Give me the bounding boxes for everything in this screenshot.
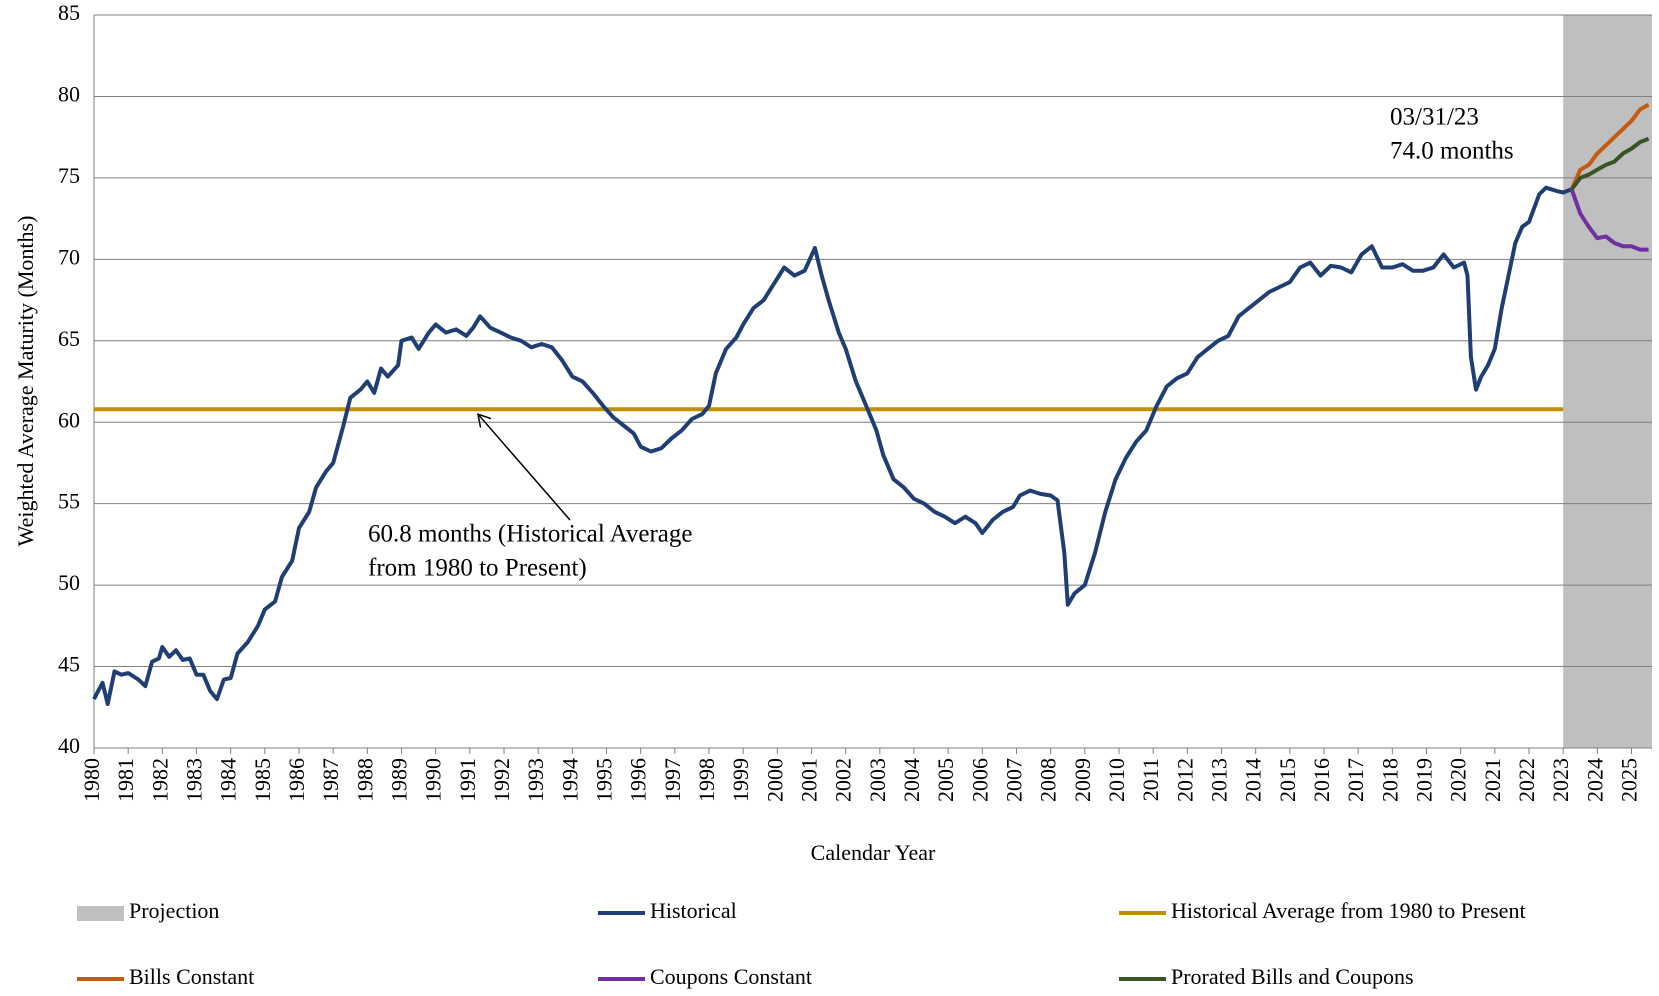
x-tick-label: 1980 bbox=[79, 758, 104, 802]
y-tick-label: 80 bbox=[58, 81, 80, 106]
y-axis-title: Weighted Average Maturity (Months) bbox=[13, 216, 38, 547]
legend-label: Historical bbox=[650, 898, 737, 923]
x-tick-label: 2002 bbox=[831, 758, 856, 802]
y-tick-label: 70 bbox=[58, 244, 80, 269]
annotation-text: 03/31/23 bbox=[1390, 104, 1479, 131]
x-tick-label: 2010 bbox=[1104, 758, 1129, 802]
legend-label: Projection bbox=[129, 898, 219, 923]
y-tick-label: 85 bbox=[58, 0, 80, 25]
x-tick-label: 2017 bbox=[1343, 758, 1368, 802]
projection-band bbox=[1563, 15, 1652, 748]
y-tick-label: 45 bbox=[58, 652, 80, 677]
x-tick-label: 2022 bbox=[1514, 758, 1539, 802]
x-tick-label: 1982 bbox=[147, 758, 172, 802]
x-tick-label: 2000 bbox=[762, 758, 787, 802]
x-tick-label: 1990 bbox=[421, 758, 446, 802]
x-tick-label: 1996 bbox=[626, 758, 651, 802]
annotation-text: 60.8 months (Historical Average bbox=[368, 521, 692, 548]
x-tick-label: 1984 bbox=[216, 758, 241, 802]
series-line bbox=[1569, 188, 1649, 252]
x-tick-label: 2024 bbox=[1582, 758, 1607, 802]
x-tick-label: 1995 bbox=[592, 758, 617, 802]
x-tick-label: 2006 bbox=[967, 758, 992, 802]
legend-label: Historical Average from 1980 to Present bbox=[1171, 898, 1526, 923]
x-tick-label: 1985 bbox=[250, 758, 275, 802]
annotation-arrow bbox=[478, 414, 571, 521]
series-line bbox=[1570, 136, 1650, 191]
x-tick-label: 1993 bbox=[523, 758, 548, 802]
y-tick-label: 50 bbox=[58, 570, 80, 595]
legend-label: Bills Constant bbox=[129, 964, 254, 989]
x-tick-label: 2025 bbox=[1617, 758, 1642, 802]
series-line bbox=[92, 185, 1573, 706]
x-tick-label: 1991 bbox=[455, 758, 480, 802]
x-tick-label: 2016 bbox=[1309, 758, 1334, 802]
x-tick-label: 1989 bbox=[387, 758, 412, 802]
x-tick-label: 2023 bbox=[1548, 758, 1573, 802]
x-tick-label: 2004 bbox=[899, 758, 924, 802]
x-tick-label: 2019 bbox=[1412, 758, 1437, 802]
x-tick-label: 1987 bbox=[318, 758, 343, 802]
x-tick-label: 1986 bbox=[284, 758, 309, 802]
x-tick-label: 2008 bbox=[1036, 758, 1061, 802]
y-tick-label: 40 bbox=[58, 733, 80, 758]
legend-label: Coupons Constant bbox=[650, 964, 812, 989]
x-tick-label: 1981 bbox=[113, 758, 138, 802]
x-tick-label: 1998 bbox=[694, 758, 719, 802]
x-tick-label: 2005 bbox=[933, 758, 958, 802]
x-axis-title: Calendar Year bbox=[811, 840, 936, 865]
legend-label: Prorated Bills and Coupons bbox=[1171, 964, 1414, 989]
x-tick-label: 2021 bbox=[1480, 758, 1505, 802]
x-tick-label: 2007 bbox=[1002, 758, 1027, 802]
x-tick-label: 1988 bbox=[352, 758, 377, 802]
x-tick-label: 2011 bbox=[1138, 758, 1163, 801]
x-tick-label: 2009 bbox=[1070, 758, 1095, 802]
x-tick-label: 2014 bbox=[1241, 758, 1266, 802]
series-line bbox=[1569, 102, 1650, 191]
y-tick-label: 55 bbox=[58, 489, 80, 514]
x-tick-label: 2012 bbox=[1172, 758, 1197, 802]
x-tick-label: 2018 bbox=[1377, 758, 1402, 802]
x-tick-label: 2013 bbox=[1207, 758, 1232, 802]
y-tick-label: 60 bbox=[58, 407, 80, 432]
x-tick-label: 1999 bbox=[728, 758, 753, 802]
x-tick-label: 2001 bbox=[797, 758, 822, 802]
annotation-text: from 1980 to Present) bbox=[368, 555, 587, 582]
x-tick-label: 2020 bbox=[1446, 758, 1471, 802]
annotation-text: 74.0 months bbox=[1390, 138, 1514, 165]
y-tick-label: 65 bbox=[58, 326, 80, 351]
x-tick-label: 1983 bbox=[182, 758, 207, 802]
x-tick-label: 1994 bbox=[557, 758, 582, 802]
legend-swatch bbox=[77, 906, 124, 921]
y-tick-label: 75 bbox=[58, 163, 80, 188]
x-tick-label: 2003 bbox=[865, 758, 890, 802]
x-tick-label: 1992 bbox=[489, 758, 514, 802]
x-tick-label: 2015 bbox=[1275, 758, 1300, 802]
x-tick-label: 1997 bbox=[660, 758, 685, 802]
